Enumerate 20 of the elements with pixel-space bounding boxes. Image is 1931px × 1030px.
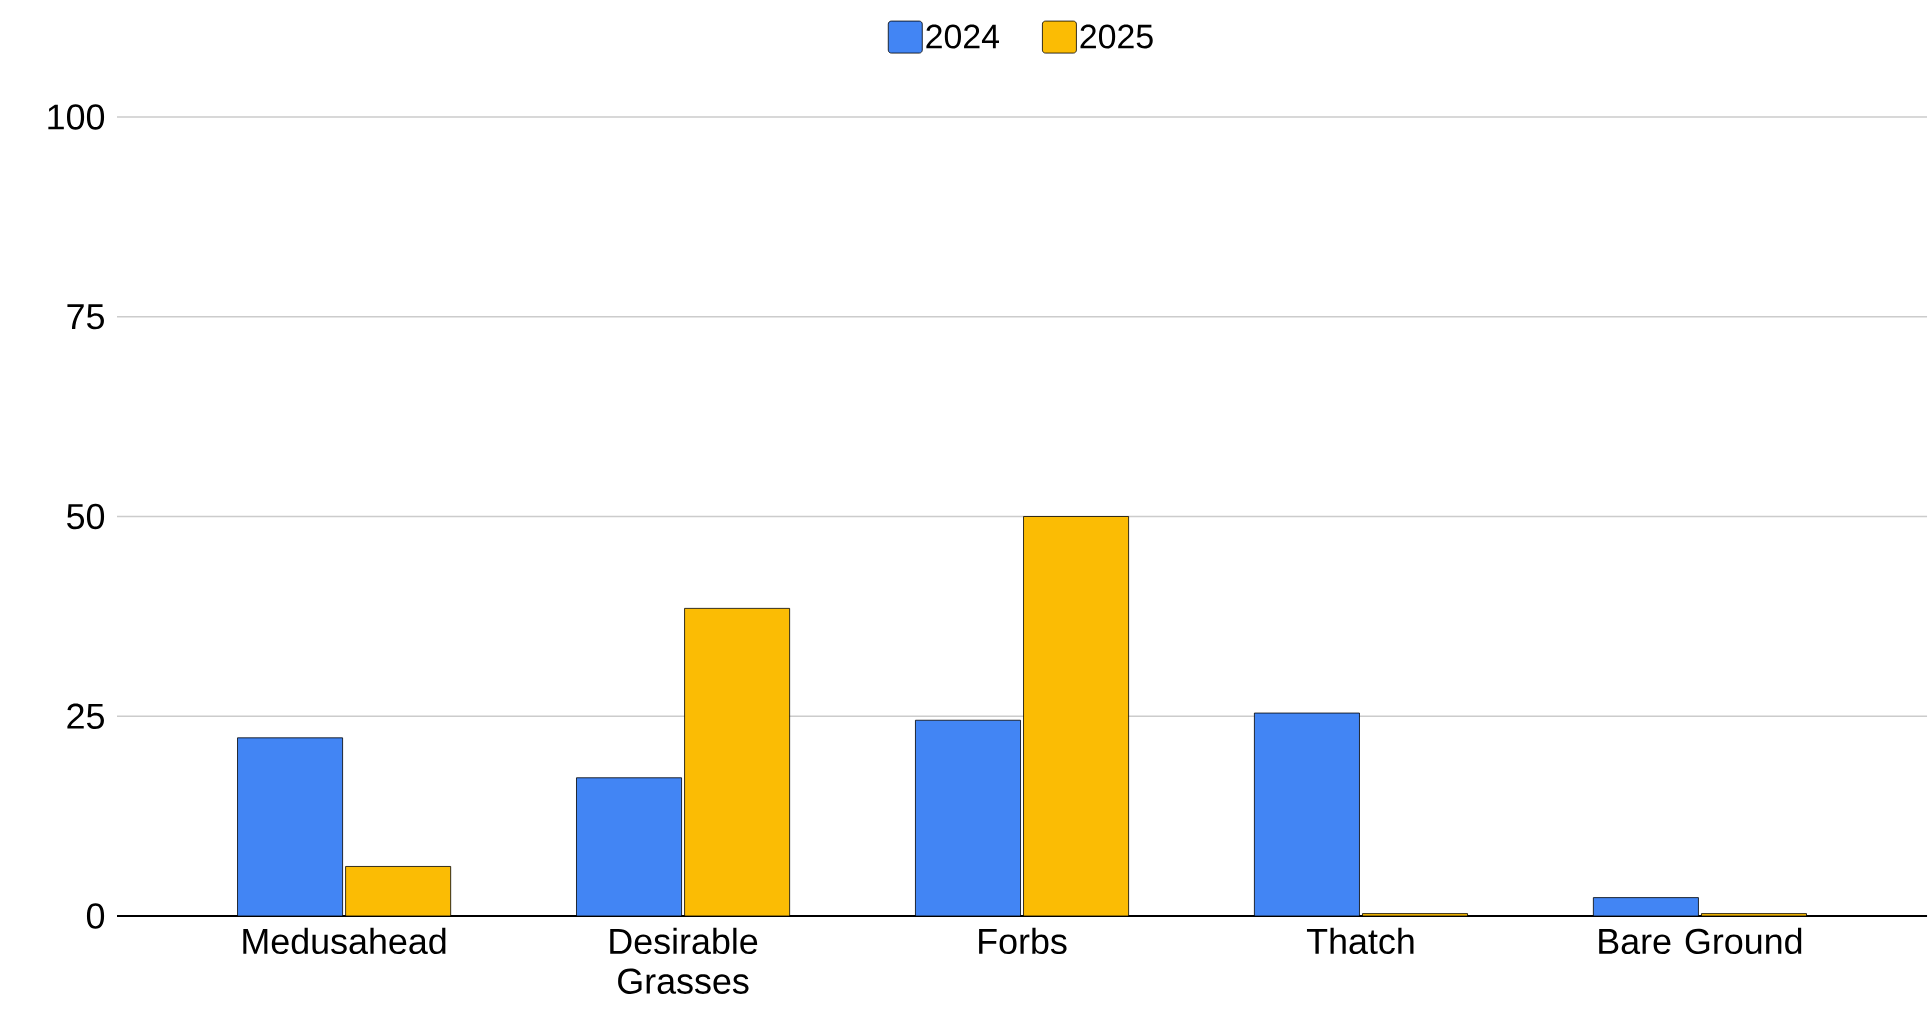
x-tick-label: Medusahead [243, 927, 446, 955]
y-tick-label: 75 [67, 304, 104, 330]
x-tick-label: Bare Ground [1599, 927, 1802, 955]
bar [684, 607, 791, 916]
y-tick-label: 0 [86, 903, 105, 929]
legend-label: 2025 [1080, 24, 1153, 49]
bar [1592, 897, 1699, 916]
x-tick-label: Desirable Grasses [610, 927, 758, 994]
bar [1254, 712, 1360, 916]
x-tick-label: Forbs [979, 927, 1067, 955]
y-tick-label: 50 [67, 503, 105, 530]
bar [1023, 516, 1129, 916]
bar [237, 737, 343, 916]
bar [576, 777, 682, 916]
y-tick-label: 25 [67, 703, 104, 729]
x-tick-label: Thatch [1306, 927, 1414, 955]
legend-label: 2024 [926, 24, 1000, 49]
bar [345, 866, 452, 916]
y-tick-label: 100 [48, 104, 105, 130]
bar [915, 719, 1021, 916]
